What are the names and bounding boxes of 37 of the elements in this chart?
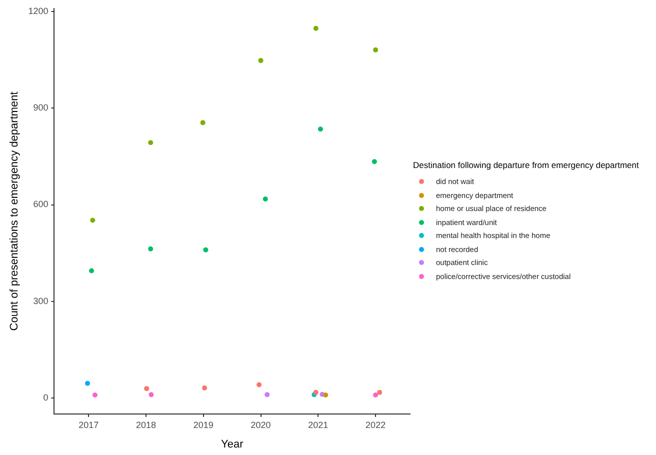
point: [256, 382, 262, 388]
legend-title: Destination following departure from emergency department: [413, 160, 640, 170]
point: [85, 380, 90, 386]
point: [92, 392, 98, 398]
point: [377, 390, 382, 395]
y-axis-title: Count of presentations to emergency department: [8, 92, 21, 331]
x-axis-title: Year: [220, 438, 244, 450]
y-tick-label: 0: [43, 392, 48, 402]
point: [148, 392, 154, 398]
point: [373, 392, 378, 398]
y-tick-label: 1200: [28, 6, 48, 16]
point: [258, 58, 264, 64]
point: [313, 26, 318, 31]
x-tick-label: 2017: [78, 420, 99, 430]
point: [202, 385, 208, 390]
point: [200, 120, 206, 126]
point: [264, 392, 270, 398]
point: [313, 390, 318, 395]
point: [148, 246, 154, 252]
point: [262, 196, 268, 202]
point: [373, 47, 378, 52]
y-tick-label: 900: [33, 102, 48, 113]
point: [318, 126, 323, 132]
point: [203, 247, 208, 252]
x-tick-label: 2022: [366, 420, 386, 430]
x-tick-label: 2021: [308, 420, 328, 430]
x-tick-label: 2018: [136, 420, 156, 430]
point: [90, 218, 96, 223]
y-tick-label: 300: [33, 296, 48, 306]
point: [89, 268, 94, 274]
point: [323, 392, 328, 398]
y-tick-label: 600: [33, 199, 48, 210]
point: [372, 159, 377, 164]
point: [148, 140, 154, 146]
point: [144, 386, 150, 392]
x-tick-label: 2019: [193, 420, 214, 430]
x-tick-label: 2020: [250, 420, 271, 430]
